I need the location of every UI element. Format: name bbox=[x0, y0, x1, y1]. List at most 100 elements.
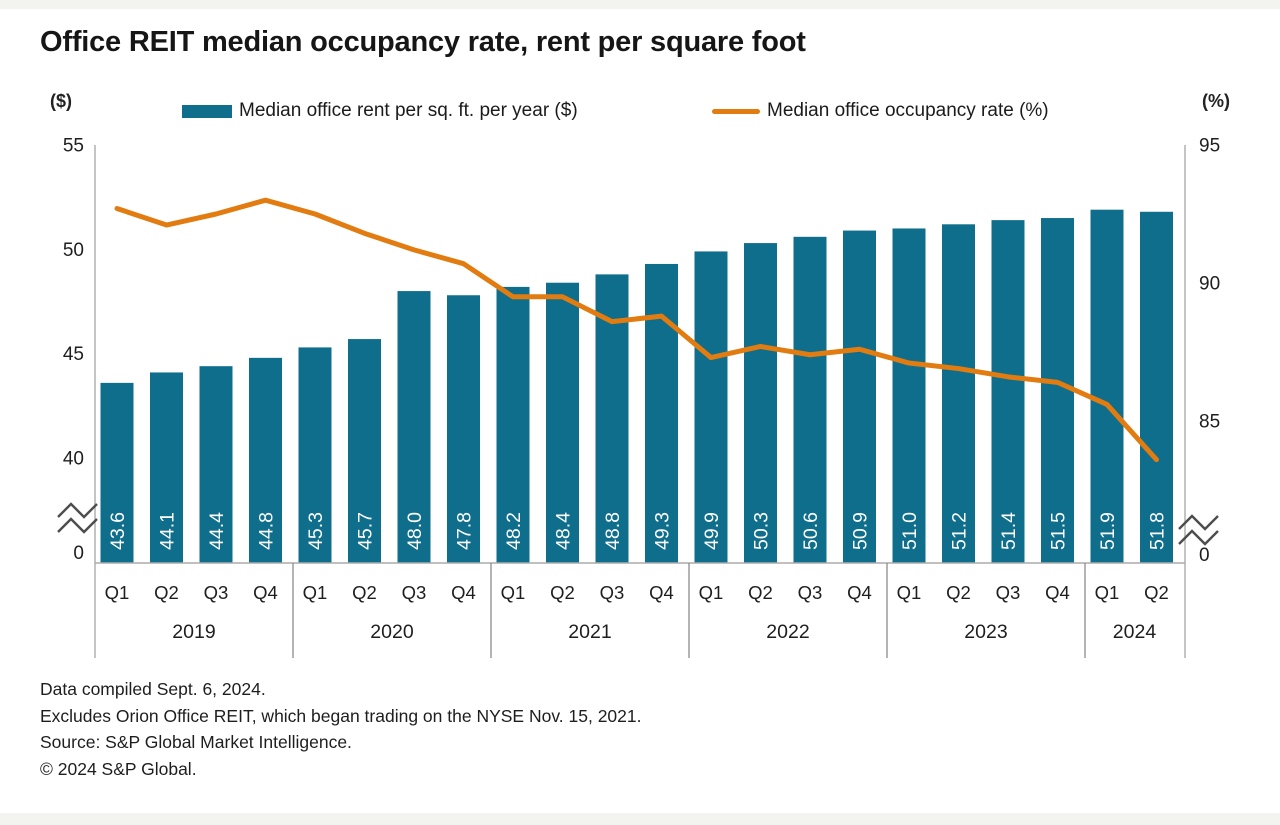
left-axis-tick-label: 50 bbox=[63, 240, 84, 261]
bar bbox=[199, 366, 233, 563]
quarter-label: Q3 bbox=[996, 582, 1021, 603]
bar bbox=[298, 347, 332, 563]
right-axis-tick-label: 0 bbox=[1199, 545, 1210, 566]
bar bbox=[744, 243, 777, 563]
year-label: 2023 bbox=[964, 621, 1007, 643]
quarter-label: Q1 bbox=[501, 582, 526, 603]
left-axis-tick-label: 55 bbox=[63, 136, 84, 157]
quarter-label: Q1 bbox=[303, 582, 328, 603]
quarter-label: Q2 bbox=[154, 582, 179, 603]
quarter-label: Q4 bbox=[1045, 582, 1070, 603]
top-margin-strip bbox=[0, 0, 1280, 9]
bar-value-label: 48.0 bbox=[404, 512, 426, 550]
bar-value-label: 51.8 bbox=[1146, 512, 1168, 550]
left-axis-unit-label: ($) bbox=[50, 91, 72, 111]
bottom-margin-strip bbox=[0, 813, 1280, 825]
right-axis-unit-label: (%) bbox=[1202, 91, 1230, 111]
quarter-label: Q3 bbox=[402, 582, 427, 603]
right-axis-tick-label: 95 bbox=[1199, 136, 1220, 157]
bar bbox=[150, 372, 183, 563]
footnote-compiled: Data compiled Sept. 6, 2024. bbox=[40, 679, 266, 699]
quarter-label: Q4 bbox=[253, 582, 278, 603]
year-label: 2019 bbox=[172, 621, 215, 643]
chart-plot: 43.6 44.1 44.4 44.8 45.3 45.7 48.0 47.8 48.2 48.4… bbox=[57, 136, 1220, 658]
bar bbox=[1140, 211, 1173, 564]
quarter-label: Q2 bbox=[1144, 582, 1169, 603]
bar bbox=[1041, 218, 1074, 563]
right-axis-tick-label: 85 bbox=[1199, 412, 1220, 433]
bar-value-label: 43.6 bbox=[107, 512, 129, 550]
bar bbox=[991, 220, 1025, 563]
quarter-label: Q1 bbox=[897, 582, 922, 603]
year-label: 2024 bbox=[1113, 621, 1157, 643]
bar bbox=[546, 282, 579, 563]
quarter-label: Q4 bbox=[649, 582, 674, 603]
quarter-label: Q1 bbox=[1095, 582, 1120, 603]
legend-line-label: Median office occupancy rate (%) bbox=[767, 100, 1049, 121]
bar-value-label: 49.9 bbox=[701, 512, 723, 550]
year-label: 2021 bbox=[568, 621, 611, 643]
quarter-label: Q2 bbox=[946, 582, 971, 603]
year-label: 2022 bbox=[766, 621, 809, 643]
right-axis-tick-label: 90 bbox=[1199, 274, 1220, 295]
bar-value-label: 44.8 bbox=[255, 512, 277, 550]
legend-item-rent: Median office rent per sq. ft. per year … bbox=[182, 96, 578, 126]
axis-break-icon bbox=[57, 502, 98, 519]
bar bbox=[892, 228, 926, 563]
bar bbox=[843, 230, 876, 563]
footnote-copyright: © 2024 S&P Global. bbox=[40, 758, 197, 779]
left-axis-tick-label: 0 bbox=[73, 543, 84, 564]
bar-value-label: 50.6 bbox=[800, 512, 822, 550]
axis-break-icon bbox=[1178, 514, 1219, 531]
bar-value-label: 44.4 bbox=[206, 512, 228, 550]
bar bbox=[793, 236, 827, 563]
bar bbox=[1090, 209, 1124, 564]
quarter-label: Q1 bbox=[699, 582, 724, 603]
bar-value-label: 48.4 bbox=[552, 512, 574, 550]
bar-value-label: 50.3 bbox=[750, 512, 772, 550]
quarter-label: Q2 bbox=[748, 582, 773, 603]
bar bbox=[249, 357, 282, 563]
bar-value-label: 48.8 bbox=[602, 512, 624, 550]
legend-item-occupancy: Median office occupancy rate (%) bbox=[712, 96, 1049, 126]
year-label: 2020 bbox=[370, 621, 414, 643]
bar bbox=[496, 286, 530, 563]
quarter-label: Q3 bbox=[600, 582, 625, 603]
left-axis-tick-label: 45 bbox=[63, 344, 84, 365]
footnote-source: Source: S&P Global Market Intelligence. bbox=[40, 732, 352, 752]
axis-break-icon bbox=[1178, 529, 1219, 546]
bar-value-label: 48.2 bbox=[503, 512, 525, 550]
footnotes: Data compiled Sept. 6, 2024. Excludes Or… bbox=[40, 676, 642, 782]
bar-value-label: 51.5 bbox=[1047, 512, 1069, 550]
quarter-label: Q4 bbox=[451, 582, 476, 603]
occupancy-line bbox=[114, 197, 1159, 463]
left-axis-tick-label: 40 bbox=[63, 449, 84, 470]
bar-value-label: 47.8 bbox=[453, 512, 475, 550]
bar-value-label: 50.9 bbox=[849, 512, 871, 550]
bar bbox=[942, 224, 975, 564]
bar bbox=[447, 295, 480, 563]
bar-value-label: 51.0 bbox=[899, 512, 921, 550]
axis-break-icon bbox=[57, 517, 98, 534]
bar bbox=[100, 382, 134, 563]
quarter-label: Q3 bbox=[798, 582, 823, 603]
bar-value-label: 49.3 bbox=[651, 512, 673, 550]
bar-value-label: 51.2 bbox=[948, 512, 970, 550]
bar-value-label: 45.7 bbox=[354, 512, 376, 550]
quarter-label: Q2 bbox=[550, 582, 575, 603]
quarter-label: Q1 bbox=[105, 582, 130, 603]
bar bbox=[348, 339, 381, 563]
footnote-exclusion: Excludes Orion Office REIT, which began … bbox=[40, 705, 642, 726]
bar-value-label: 44.1 bbox=[156, 512, 178, 550]
legend-line-swatch-icon bbox=[712, 108, 760, 114]
legend-bar-swatch-icon bbox=[182, 104, 232, 118]
quarter-label: Q4 bbox=[847, 582, 872, 603]
chart-title: Office REIT median occupancy rate, rent … bbox=[40, 26, 806, 58]
quarter-label: Q2 bbox=[352, 582, 377, 603]
bar-value-label: 51.4 bbox=[998, 512, 1020, 550]
bar bbox=[397, 291, 431, 563]
bar-value-label: 45.3 bbox=[305, 512, 327, 550]
quarter-label: Q3 bbox=[204, 582, 229, 603]
legend-bar-label: Median office rent per sq. ft. per year … bbox=[239, 100, 578, 121]
bar bbox=[694, 251, 728, 563]
